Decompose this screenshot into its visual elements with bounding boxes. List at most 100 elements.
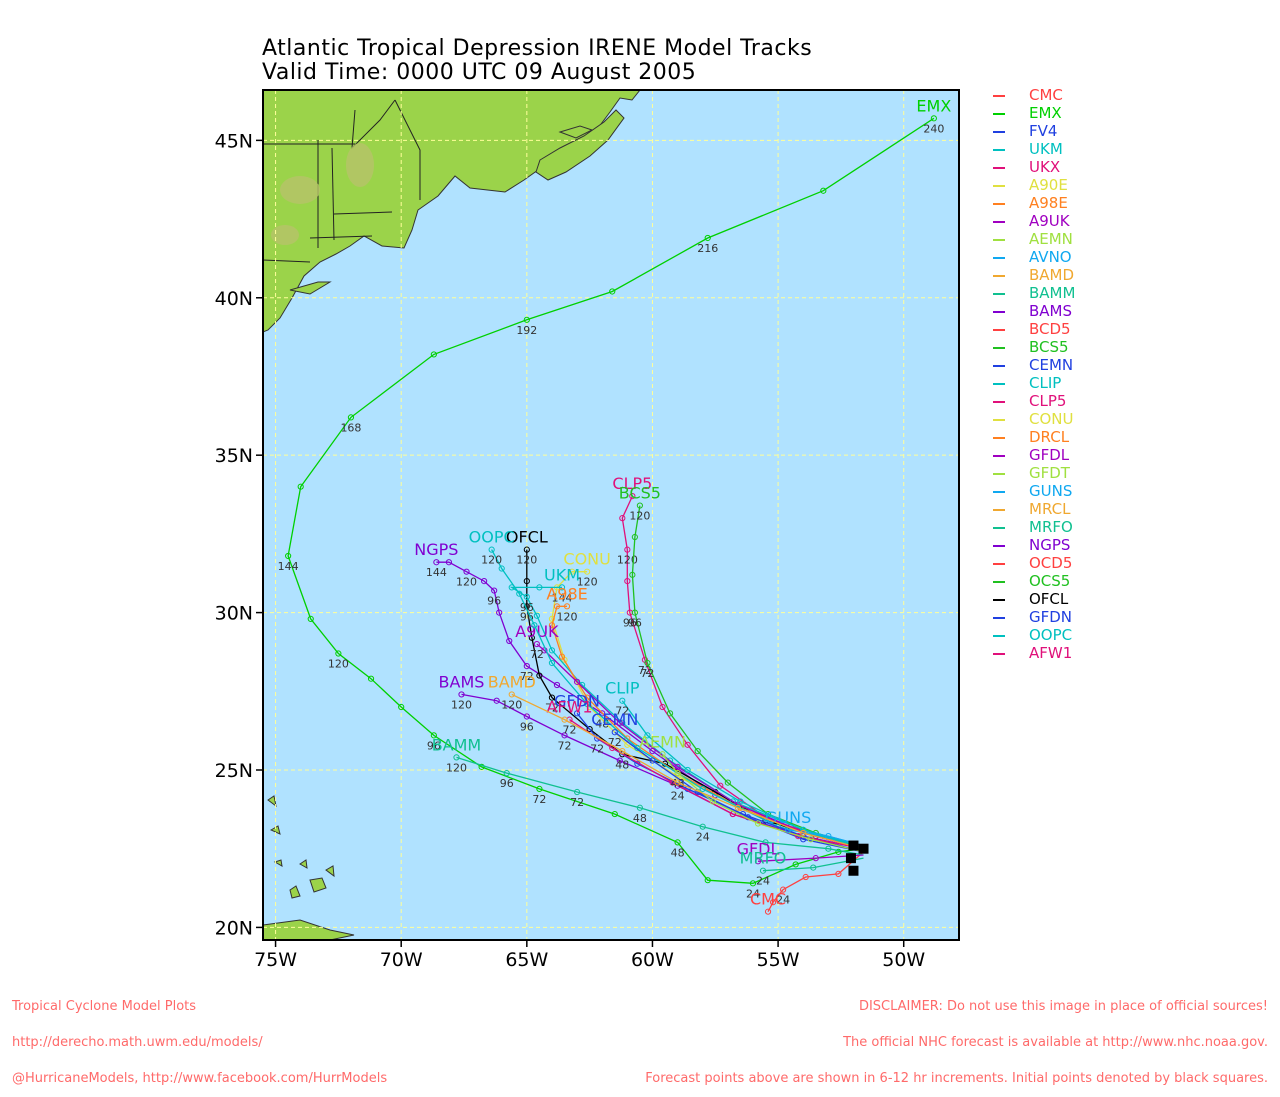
legend-line-swatch (993, 509, 1005, 511)
legend-label: OCS5 (1029, 572, 1071, 590)
legend-line-swatch (993, 329, 1005, 331)
track-point (573, 678, 581, 685)
track-point (616, 719, 623, 726)
forecast-hour-label: 144 (426, 566, 447, 579)
forecast-hour-label: 72 (615, 705, 629, 718)
legend-line-swatch (993, 185, 1005, 187)
track-end-label: CMC (750, 890, 786, 909)
x-tick-label: 75W (254, 949, 297, 971)
track-point (568, 568, 576, 575)
axis-layer: 75W 70W 65W 60W 55W 50W 20N 25N 30N 35N 40N 45N (215, 130, 926, 971)
track-point (531, 622, 538, 629)
track-point (930, 115, 937, 122)
forecast-hour-label: 96 (628, 617, 642, 630)
legend-label: MRCL (1029, 500, 1071, 518)
track-point (536, 672, 543, 679)
forecast-hour-label: 72 (638, 664, 652, 677)
legend-label: CLP5 (1029, 392, 1067, 410)
legend-line-swatch (993, 95, 1005, 97)
legend-line-swatch (993, 311, 1005, 313)
legend-label: FV4 (1029, 122, 1058, 140)
forecast-hour-label: 120 (481, 554, 502, 567)
track-point (563, 603, 571, 610)
land-layer (263, 90, 641, 940)
track-end-label: OOPC (469, 528, 515, 547)
track-point (619, 748, 626, 755)
legend-line-swatch (993, 365, 1005, 367)
track-end-label: EMX (916, 96, 951, 115)
track-point (825, 833, 832, 840)
track-point (619, 515, 626, 522)
legend-label: GFDN (1029, 608, 1073, 626)
track-point (561, 716, 568, 723)
track-point (649, 757, 656, 764)
legend-line-swatch (993, 563, 1005, 565)
legend-label: CLIP (1029, 374, 1062, 392)
track-line (767, 851, 864, 913)
legend-label: NGPS (1029, 536, 1071, 554)
track-end-label: BAMM (432, 735, 482, 754)
track-point (463, 568, 470, 575)
forecast-hour-label: 144 (552, 591, 573, 604)
legend-line-swatch (993, 437, 1005, 439)
forecast-hour-label: 120 (617, 554, 638, 567)
footer-left-line-2: http://derecho.math.uwm.edu/models/ (12, 1035, 263, 1050)
track-end-label: OFCL (506, 528, 548, 547)
track-point (536, 584, 543, 591)
track-point (347, 414, 355, 421)
legend-line-swatch (993, 293, 1005, 295)
track-point (398, 703, 405, 711)
caribbean-islands (263, 795, 355, 940)
legend-line-swatch (993, 617, 1005, 619)
legend-label: BAMS (1029, 302, 1073, 320)
track-end-label: MRFO (740, 849, 787, 868)
y-tick-label: 20N (215, 917, 253, 939)
initial-position-marker (848, 840, 859, 851)
track-point (694, 748, 701, 755)
track-end-label: A98E (546, 584, 587, 603)
footer-left-line-3: @HurricaneModels, http://www.facebook.co… (12, 1071, 388, 1086)
forecast-hour-label: 72 (520, 670, 534, 683)
track-point (724, 779, 731, 786)
track-point (792, 861, 799, 868)
forecast-hour-label: 192 (516, 324, 537, 337)
forecast-hour-label: 96 (520, 720, 534, 733)
legend-line-swatch (993, 131, 1005, 133)
track-point (737, 798, 744, 805)
legend-label: A9UK (1029, 212, 1070, 230)
track-point (430, 351, 437, 358)
track-point (825, 845, 832, 852)
track-point (533, 612, 540, 619)
legend-line-swatch (993, 203, 1005, 205)
track-bamd: 120 BAMD (488, 672, 864, 850)
legend-label: AFW1 (1029, 644, 1073, 662)
legend-label: BCS5 (1029, 338, 1069, 356)
track-point (800, 829, 807, 837)
track-point (584, 694, 591, 701)
legend-label: UKM (1029, 140, 1063, 158)
track-point (478, 763, 485, 770)
forecast-hour-label: 48 (671, 846, 685, 859)
track-line (509, 586, 864, 847)
legend-label: GFDL (1029, 446, 1070, 464)
track-point (445, 559, 453, 566)
track-point (584, 568, 591, 575)
chart-title: Atlantic Tropical Depression IRENE Model… (262, 36, 813, 61)
legend-line-swatch (993, 257, 1005, 259)
legend-label: BAMD (1029, 266, 1075, 284)
initial-position-marker (848, 865, 859, 876)
track-point (835, 870, 842, 877)
track-point (616, 757, 623, 764)
track-line (456, 756, 864, 856)
y-tick-label: 30N (215, 603, 253, 625)
legend-label: CONU (1029, 410, 1074, 428)
track-end-label: AEMN (639, 732, 686, 751)
track-point (573, 710, 581, 717)
forecast-hour-label: 24 (746, 887, 760, 900)
track-point (624, 578, 631, 585)
forecast-hour-label: 96 (623, 617, 637, 630)
track-point (659, 751, 666, 758)
track-end-label: GFDL (737, 839, 780, 858)
